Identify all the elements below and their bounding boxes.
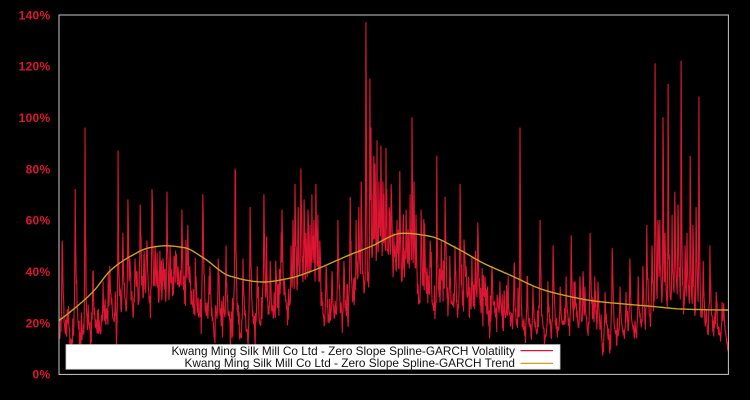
svg-text:20%: 20% [26,316,51,330]
svg-text:60%: 60% [26,214,51,228]
svg-text:80%: 80% [26,162,51,176]
svg-text:140%: 140% [19,8,51,22]
svg-text:Kwang Ming Silk Mill Co Ltd -: Kwang Ming Silk Mill Co Ltd - Zero Slope… [171,344,515,358]
svg-text:120%: 120% [19,60,51,74]
svg-text:0%: 0% [33,368,51,382]
svg-text:100%: 100% [19,111,51,125]
svg-text:40%: 40% [26,265,51,279]
svg-text:Kwang Ming Silk Mill Co Ltd -: Kwang Ming Silk Mill Co Ltd - Zero Slope… [185,356,515,370]
